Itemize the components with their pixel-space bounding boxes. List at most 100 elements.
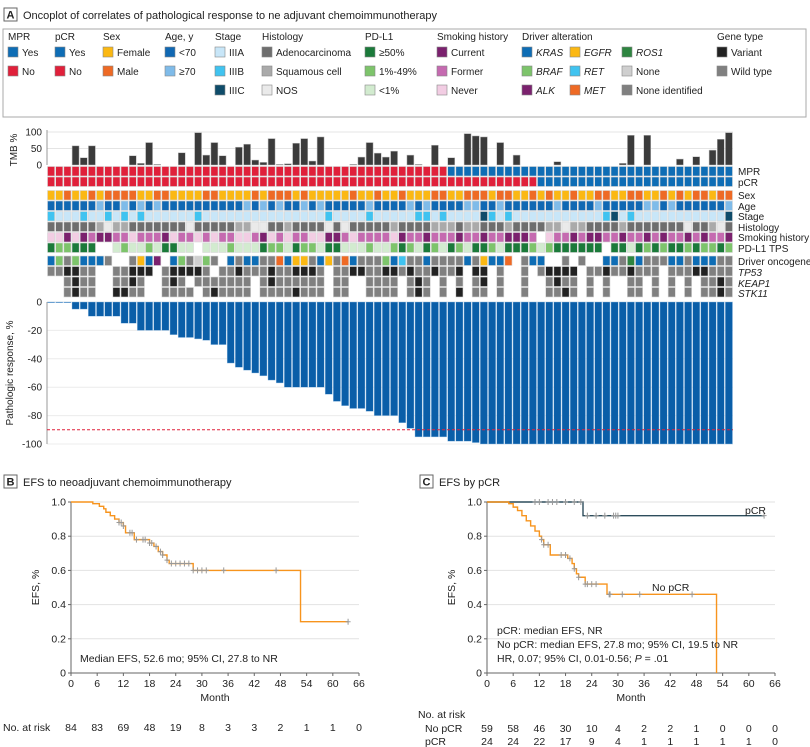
at-risk-count: 22 (534, 736, 546, 747)
cell-pcr (251, 176, 260, 187)
cell-mpr (553, 166, 562, 177)
cell-stage (251, 211, 260, 222)
legend-item-label: KRAS (536, 48, 564, 59)
cell-keap1 (684, 276, 692, 287)
cell-histology (480, 221, 488, 232)
cell-mpr (414, 166, 423, 177)
cell-tp53 (635, 266, 643, 277)
cell-stage (202, 211, 211, 222)
cell-driver (561, 255, 570, 266)
cell-age (463, 200, 472, 211)
cell-sex (676, 190, 684, 201)
censor-mark (160, 552, 166, 559)
cell-tp53 (267, 266, 276, 277)
cell-driver (431, 255, 439, 266)
waterfall-bar (161, 301, 170, 331)
cell-histology (610, 221, 619, 232)
cell-pdl1 (635, 242, 643, 253)
at-risk-count: 84 (65, 722, 77, 734)
cell-mpr (112, 166, 121, 177)
waterfall-bar (602, 301, 611, 445)
cell-pdl1 (488, 242, 496, 253)
cell-histology (512, 221, 521, 232)
cell-age (382, 200, 390, 211)
cell-pdl1 (463, 242, 472, 253)
x-tick-label: 6 (94, 678, 100, 690)
cell-histology (692, 221, 701, 232)
waterfall-bar (284, 301, 292, 388)
tmb-bar (717, 139, 725, 166)
cell-pcr (169, 176, 178, 187)
cell-pdl1 (161, 242, 170, 253)
legend-item-label: No (22, 67, 35, 78)
row-label-smoking: Smoking history (738, 233, 809, 244)
cell-tp53 (365, 266, 374, 277)
cell-mpr (210, 166, 219, 177)
cell-pdl1 (169, 242, 178, 253)
tmb-bar (512, 154, 521, 166)
p-value: = .01 (642, 653, 669, 665)
cell-tp53 (602, 266, 611, 277)
x-tick-label: 36 (222, 678, 234, 690)
x-tick-label: 18 (144, 678, 156, 690)
cell-stk11 (300, 287, 309, 298)
tmb-bar (627, 135, 635, 166)
at-risk-count: 2 (641, 723, 647, 735)
cell-tp53 (610, 266, 619, 277)
cell-driver (194, 255, 202, 266)
tmb-bar (316, 136, 325, 166)
waterfall-bar (578, 301, 586, 445)
cell-stk11 (496, 287, 505, 298)
waterfall-bar (455, 301, 464, 442)
waterfall-bar (177, 301, 186, 338)
cell-keap1 (235, 276, 243, 287)
cell-driver (692, 255, 701, 266)
cell-mpr (153, 166, 162, 177)
cell-sex (194, 190, 202, 201)
cell-age (194, 200, 202, 211)
cell-age (537, 200, 545, 211)
cell-sex (725, 190, 733, 201)
cell-age (112, 200, 121, 211)
at-risk-count: 1 (720, 736, 726, 747)
cell-smoking (226, 232, 235, 243)
cell-smoking (341, 232, 349, 243)
cell-mpr (71, 166, 80, 177)
legend-swatch (621, 46, 633, 58)
tmb-bar (414, 164, 423, 166)
at-risk-count: 0 (720, 723, 726, 735)
cell-driver (390, 255, 398, 266)
cell-pcr (716, 176, 725, 187)
cell-pcr (651, 176, 660, 187)
waterfall-bar (700, 301, 709, 445)
cell-driver (316, 255, 325, 266)
cell-keap1 (569, 276, 578, 287)
censor-mark (761, 512, 767, 519)
cell-smoking (488, 232, 496, 243)
cell-pcr (112, 176, 121, 187)
legend-swatch (164, 46, 176, 58)
at-risk-count: 59 (481, 723, 493, 735)
cell-smoking (47, 232, 55, 243)
cell-keap1 (194, 276, 202, 287)
cell-sex (635, 190, 643, 201)
cell-age (512, 200, 521, 211)
cell-pcr (63, 176, 72, 187)
cell-driver (104, 255, 113, 266)
censor-mark (532, 499, 538, 505)
cell-sex (700, 190, 709, 201)
cell-age (177, 200, 186, 211)
cell-tp53 (553, 266, 562, 277)
cell-sex (463, 190, 472, 201)
waterfall-bar (447, 301, 456, 442)
cell-stk11 (169, 287, 178, 298)
cell-keap1 (627, 276, 635, 287)
cell-age (308, 200, 317, 211)
cell-age (414, 200, 423, 211)
cell-stage (365, 211, 374, 222)
cell-mpr (267, 166, 276, 177)
waterfall-bar (324, 301, 333, 395)
cell-smoking (390, 232, 398, 243)
waterfall-bar (488, 301, 496, 445)
